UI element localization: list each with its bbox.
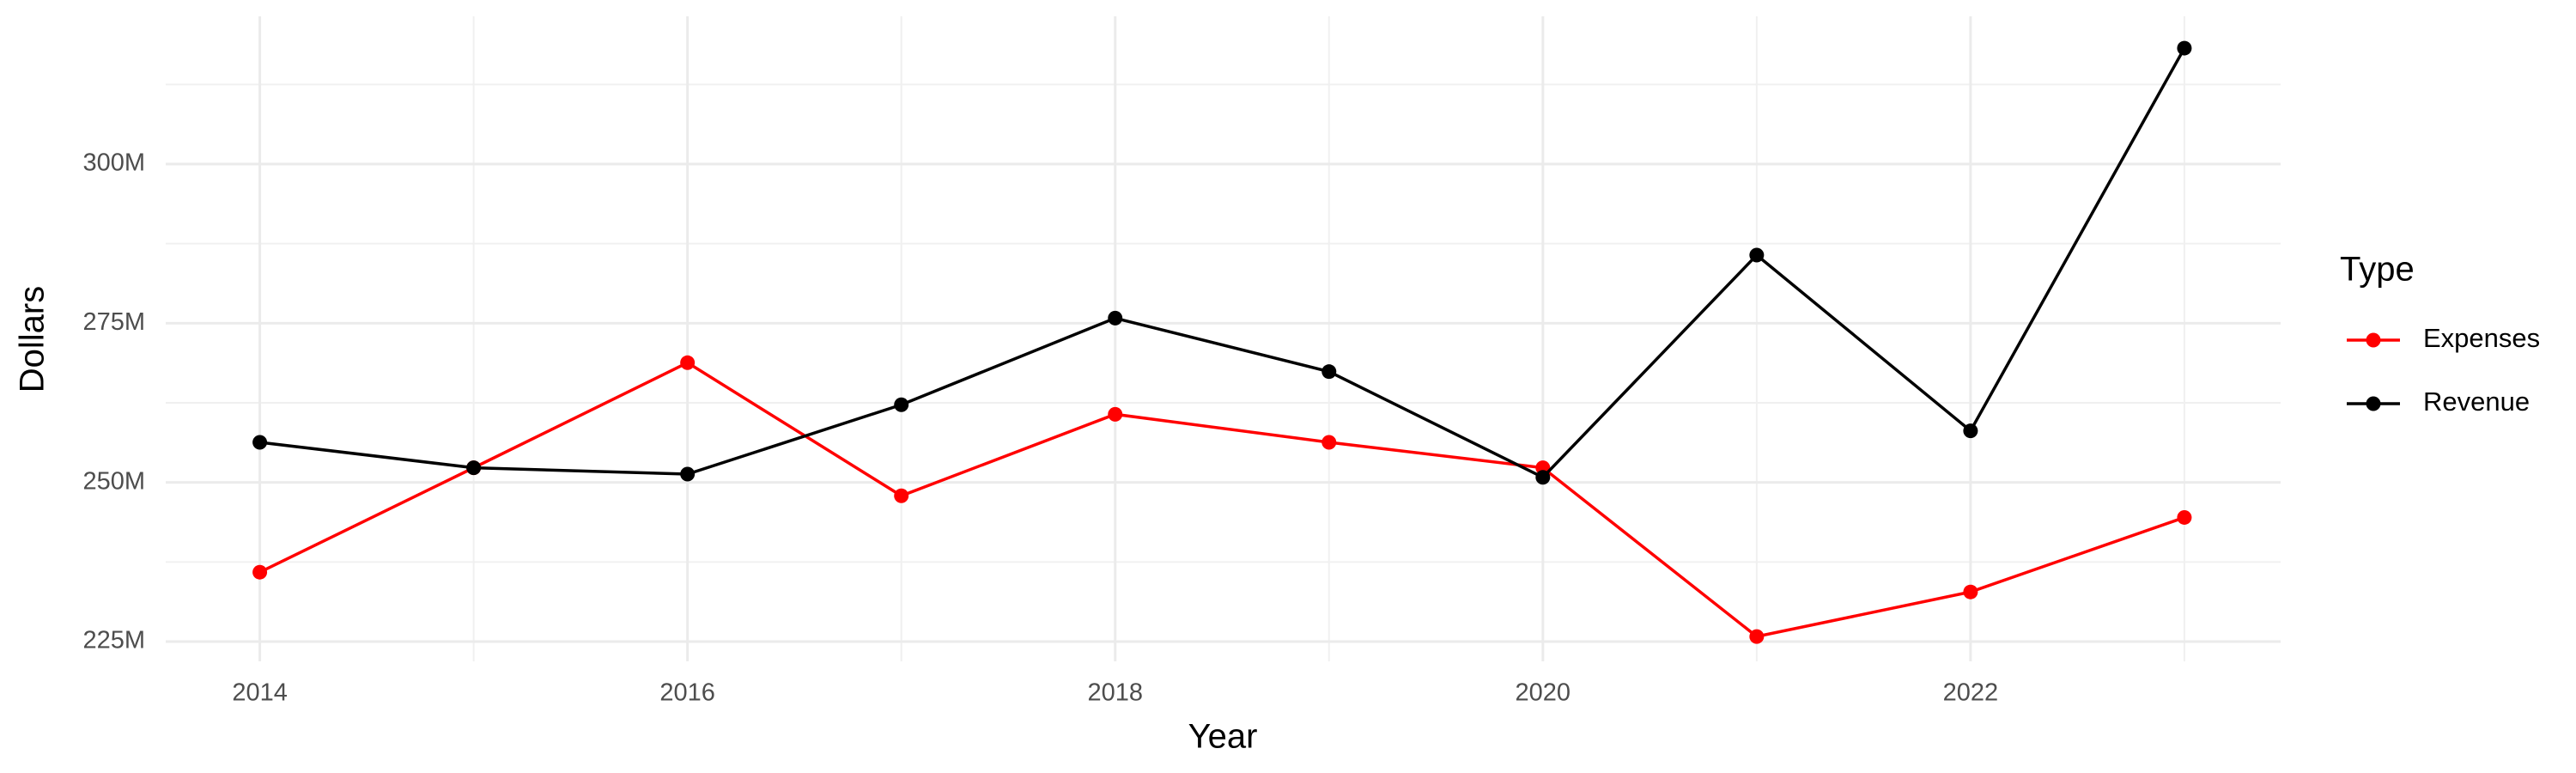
x-tick-label: 2014	[232, 679, 288, 707]
data-point	[1963, 584, 1978, 600]
y-tick-label: 225M	[82, 627, 145, 654]
data-point	[894, 488, 909, 503]
x-tick-label: 2020	[1516, 679, 1571, 707]
data-point	[894, 397, 909, 412]
data-point	[2177, 40, 2192, 56]
legend-title: Type	[2340, 251, 2415, 289]
data-point	[680, 466, 696, 482]
x-tick-label: 2018	[1087, 679, 1143, 707]
x-tick-label: 2022	[1943, 679, 1999, 707]
legend-label: Revenue	[2423, 386, 2530, 417]
series-line	[258, 361, 2185, 638]
x-tick-label: 2016	[659, 679, 715, 707]
y-tick-label: 275M	[82, 308, 145, 336]
data-point	[1963, 423, 1978, 439]
data-point	[1535, 470, 1551, 485]
x-axis-title: Year	[1188, 718, 1258, 756]
data-point	[1108, 310, 1123, 326]
data-point	[466, 460, 482, 476]
series-line	[259, 47, 2186, 479]
data-point	[680, 355, 696, 370]
data-point	[1749, 629, 1765, 644]
legend-label: Expenses	[2423, 323, 2540, 353]
y-tick-label: 250M	[82, 467, 145, 495]
y-axis-title: Dollars	[14, 286, 52, 393]
data-point	[1321, 435, 1337, 450]
data-point	[252, 435, 268, 450]
data-point	[1749, 247, 1765, 263]
y-tick-label: 300M	[82, 149, 145, 177]
data-point	[252, 564, 268, 580]
data-point	[1321, 364, 1337, 380]
legend-swatch	[2366, 332, 2381, 348]
data-point	[2177, 509, 2192, 525]
data-point	[1108, 406, 1123, 422]
legend-swatch	[2366, 396, 2381, 411]
